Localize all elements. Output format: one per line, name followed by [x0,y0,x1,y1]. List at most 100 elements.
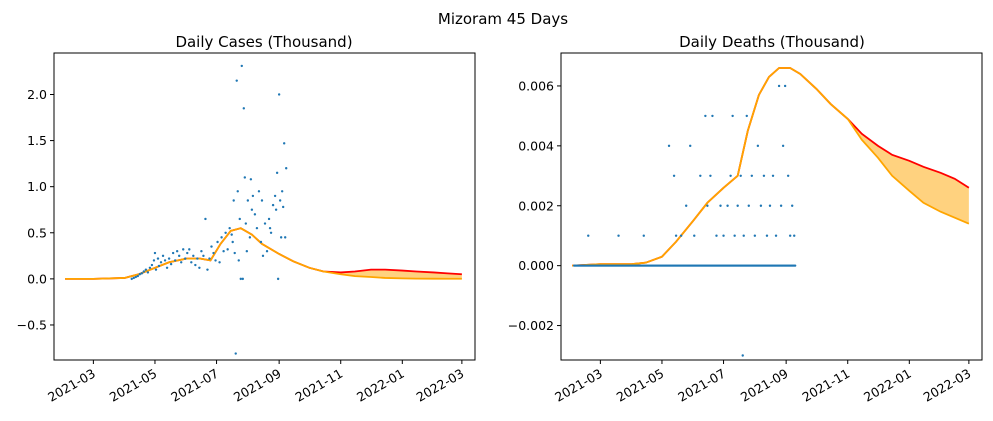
cases-data-point [257,190,261,193]
deaths-data-point [739,174,742,177]
daily-deaths-axes-frame [560,52,983,361]
cases-data-point [236,190,239,193]
cases-data-point [248,236,252,239]
cases-data-point [200,250,203,253]
cases-data-point [188,248,191,251]
deaths-data-point [729,174,732,177]
deaths-xtick-label: 2021-09 [738,366,791,405]
cases-data-point [222,250,225,253]
daily-cases-title: Daily Cases (Thousand) [175,33,352,51]
cases-xtick-label: 2021-09 [231,366,284,405]
cases-data-point [171,251,175,255]
cases-data-point [228,226,231,230]
cases-xtick-label: 2022-03 [414,366,467,405]
cases-xtick-label: 2021-11 [292,366,345,405]
cases-data-point [240,64,243,68]
cases-data-point [142,270,146,273]
deaths-data-point [742,234,745,237]
cases-data-point [144,268,148,271]
cases-data-point [238,217,241,221]
deaths-data-point [750,174,754,177]
cases-data-point [208,257,211,260]
cases-data-point [194,263,197,267]
cases-data-point [245,250,249,253]
deaths-data-point [747,204,750,207]
cases-data-point [251,194,255,198]
cases-data-point [169,262,173,266]
cases-data-point [190,261,193,264]
cases-data-point [249,178,253,181]
deaths-lower-curve [572,67,970,267]
cases-data-point [212,251,215,255]
cases-data-point [282,142,286,145]
cases-data-point [235,79,238,82]
cases-data-point [269,231,273,234]
cases-data-point [150,263,154,267]
deaths-xtick-label: 2021-11 [799,366,852,405]
deaths-ytick-label: 0.004 [518,138,554,153]
cases-data-point [132,276,135,280]
deaths-data-point [699,174,702,177]
cases-data-point [263,222,267,225]
cases-data-point [253,213,257,216]
cases-data-point [134,275,137,279]
cases-ytick-label: 1.0 [27,179,47,194]
daily-deaths-plot-area: −0.002 0.000 0.002 0.004 0.006 2021-03 2021-05… [508,67,973,405]
deaths-data-point [793,234,796,237]
cases-data-point [233,251,236,255]
cases-data-point [210,245,213,248]
cases-data-point [214,259,217,262]
cases-data-point [204,217,207,221]
cases-data-point [261,254,265,258]
cases-data-point [244,222,248,225]
cases-data-point [259,240,263,244]
deaths-data-point [704,114,707,118]
deaths-data-point [779,204,783,207]
cases-data-point [281,205,285,209]
cases-ytick-label: 1.5 [27,133,47,148]
cases-data-point [140,272,144,275]
cases-data-point [148,266,152,270]
deaths-data-point [774,234,778,237]
deaths-data-point [781,144,785,148]
cases-data-point [161,254,165,258]
deaths-data-point [617,234,620,237]
cases-ytick-label: 0.5 [27,225,47,240]
deaths-data-point [693,234,696,237]
cases-data-point [273,194,277,198]
cases-data-point [246,199,250,202]
deaths-data-point [689,144,692,148]
deaths-xtick-label: 2022-01 [861,366,914,405]
cases-ytick-label: 0.0 [27,271,47,286]
cases-data-point [156,257,160,260]
cases-data-point [283,236,287,239]
cases-data-point [154,268,158,271]
deaths-data-point [794,264,797,267]
cases-data-point [237,259,240,262]
deaths-data-point [771,174,775,177]
cases-data-point [157,264,161,268]
deaths-data-point [733,234,736,237]
deaths-data-point [765,234,769,237]
deaths-data-point [736,204,739,207]
cases-data-point [138,273,142,276]
deaths-ytick-label: −0.002 [508,318,554,333]
cases-data-point [173,259,177,262]
deaths-data-point [768,204,772,207]
cases-data-point [278,199,282,202]
cases-data-point [271,203,275,207]
cases-data-point [231,240,234,244]
cases-data-point [196,257,199,260]
deaths-data-point [706,204,709,207]
deaths-data-point [741,354,744,357]
cases-data-point [165,266,169,270]
deaths-data-point [684,204,688,207]
deaths-xtick-label: 2021-03 [552,366,605,405]
cases-xtick-label: 2021-05 [107,366,160,405]
cases-data-point [186,251,189,255]
cases-data-point [224,231,227,234]
cases-data-point [268,226,272,230]
deaths-ytick-label: 0.000 [518,258,554,273]
cases-data-point [243,176,247,179]
